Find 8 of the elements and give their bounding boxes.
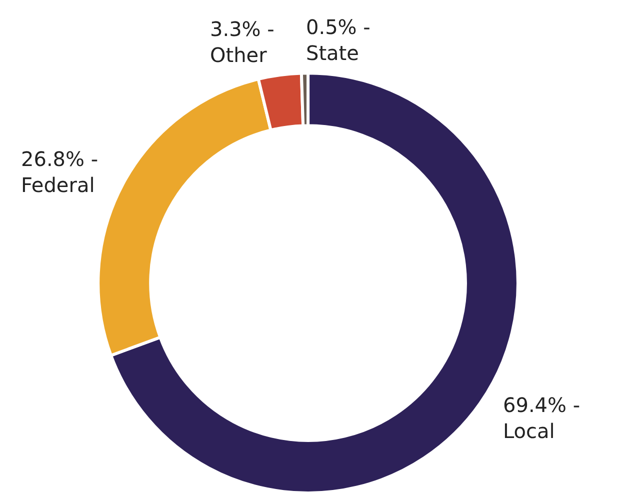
slice-label: Local (503, 419, 555, 443)
data-label: 26.8% - (21, 147, 98, 171)
data-label: 69.4% - (503, 393, 580, 417)
data-label: 3.3% - (210, 17, 274, 41)
slice-label: State (306, 41, 359, 65)
data-label: 0.5% - (306, 15, 370, 39)
slice-label: Other (210, 43, 268, 67)
slice-label: Federal (21, 173, 95, 197)
